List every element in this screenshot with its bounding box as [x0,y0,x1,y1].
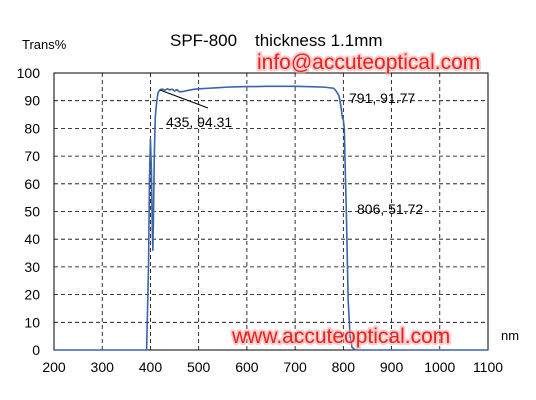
email-watermark-glow: info@accuteoptical.com [257,51,480,74]
x-tick-labels: 200 300 400 500 600 700 800 900 1000 1100 [42,359,503,375]
y-tick-label: 20 [24,287,40,303]
x-tick-label: 500 [187,359,211,375]
y-tick-label: 10 [24,314,40,330]
x-tick-label: 400 [139,359,163,375]
x-tick-label: 1100 [473,359,503,375]
y-tick-label: 80 [24,120,40,136]
x-axis-label: nm [501,328,519,343]
transmission-series-line [54,85,488,351]
y-tick-label: 30 [24,259,40,275]
website-watermark-glow: www.accuteoptical.com [231,325,450,348]
y-tick-label: 70 [24,148,40,164]
email-watermark: info@accuteoptical.com [257,51,480,74]
y-axis-label: Trans% [22,37,67,52]
y-tick-label: 90 [24,93,40,109]
y-tick-label: 0 [32,342,40,358]
chart-grid [54,73,488,350]
y-tick-label: 50 [24,204,40,220]
x-tick-label: 1000 [424,359,455,375]
plot-area-border [53,72,489,351]
annotation-435: 435, 94.31 [166,114,232,130]
website-watermark: www.accuteoptical.com [231,325,450,348]
x-tick-label: 700 [283,359,307,375]
chart-title-sub: thickness 1.1mm [255,31,383,50]
x-tick-label: 900 [380,359,404,375]
y-tick-label: 100 [17,65,41,81]
x-tick-label: 800 [332,359,356,375]
annotation-leader-435 [159,89,209,109]
y-tick-labels: 0 10 20 30 40 50 60 70 80 90 100 [17,65,41,358]
annotation-791: 791, 91.77 [349,90,415,106]
x-tick-label: 200 [42,359,66,375]
annotation-806: 806, 51.72 [357,201,423,217]
y-tick-label: 60 [24,176,40,192]
chart-title-main: SPF-800 [170,31,237,50]
y-tick-label: 40 [24,231,40,247]
x-tick-label: 300 [91,359,115,375]
x-tick-label: 600 [235,359,259,375]
